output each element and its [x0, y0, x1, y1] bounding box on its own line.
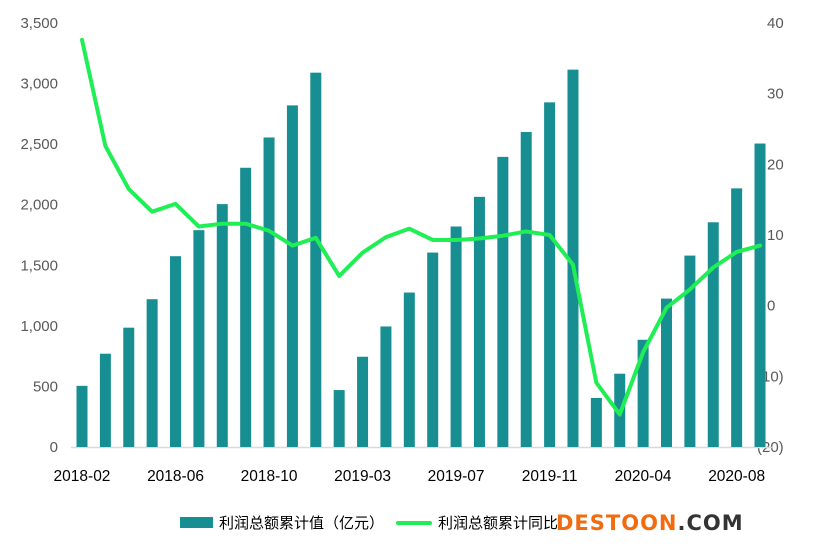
x-tick-label: 2019-07 — [428, 468, 485, 485]
y-left-tick-label: 1,500 — [20, 257, 58, 274]
bar — [193, 230, 205, 447]
bar — [497, 156, 509, 447]
y-right-tick-label: 10 — [767, 227, 784, 244]
bar — [310, 72, 322, 447]
x-tick-label: 2018-10 — [241, 468, 298, 485]
bar — [473, 196, 485, 447]
y-right-tick-label: 20 — [767, 156, 784, 173]
bar — [333, 390, 345, 447]
x-tick-label: 2018-02 — [54, 468, 111, 485]
bar — [731, 188, 743, 448]
watermark-main: DESTOON — [556, 511, 678, 535]
bar — [684, 255, 696, 447]
bar — [637, 339, 649, 447]
y-left-tick-label: 1,000 — [20, 318, 58, 335]
bar — [123, 327, 135, 447]
legend: 利润总额累计值（亿元） 利润总额累计同比 — [180, 512, 558, 533]
x-tick-label: 2018-06 — [147, 468, 204, 485]
y-left-tick-label: 3,500 — [20, 15, 58, 32]
bar — [754, 143, 766, 447]
bar — [450, 226, 462, 447]
y-right-tick-label: 0 — [767, 298, 775, 315]
y-right-tick-label: 30 — [767, 86, 784, 103]
y-left-tick-label: 3,000 — [20, 76, 58, 93]
bar — [240, 167, 252, 447]
bar — [146, 299, 158, 447]
y-right-tick-label: 40 — [767, 15, 784, 32]
legend-label-bar: 利润总额累计值（亿元） — [219, 514, 385, 532]
y-left-tick-label: 2,000 — [20, 197, 58, 214]
bar — [427, 252, 439, 447]
bar — [590, 397, 602, 447]
bar — [380, 326, 392, 447]
x-tick-label: 2019-03 — [334, 468, 391, 485]
bar — [357, 356, 369, 447]
x-tick-label: 2020-04 — [615, 468, 672, 485]
bar — [76, 385, 88, 447]
watermark-logo: DESTOON.COM — [556, 511, 744, 535]
bar — [520, 132, 532, 447]
y-left-tick-label: 2,500 — [20, 136, 58, 153]
bar — [661, 298, 672, 447]
bar — [707, 222, 719, 447]
watermark-suffix: .COM — [677, 511, 744, 535]
bar — [567, 69, 579, 447]
bar — [170, 256, 182, 447]
bar — [544, 102, 556, 447]
y-left-tick-label: 0 — [50, 439, 58, 456]
bar — [99, 353, 111, 447]
x-tick-label: 2020-08 — [708, 468, 765, 485]
y-left-tick-label: 500 — [33, 378, 58, 395]
bar — [216, 204, 228, 447]
line-series — [80, 37, 763, 417]
bar — [403, 292, 415, 447]
bar — [263, 137, 275, 448]
legend-swatch-bar — [180, 517, 213, 528]
legend-label-line: 利润总额累计同比 — [438, 514, 559, 532]
bar — [286, 105, 298, 448]
legend-swatch-line — [396, 520, 433, 525]
x-tick-label: 2019-11 — [522, 468, 578, 485]
